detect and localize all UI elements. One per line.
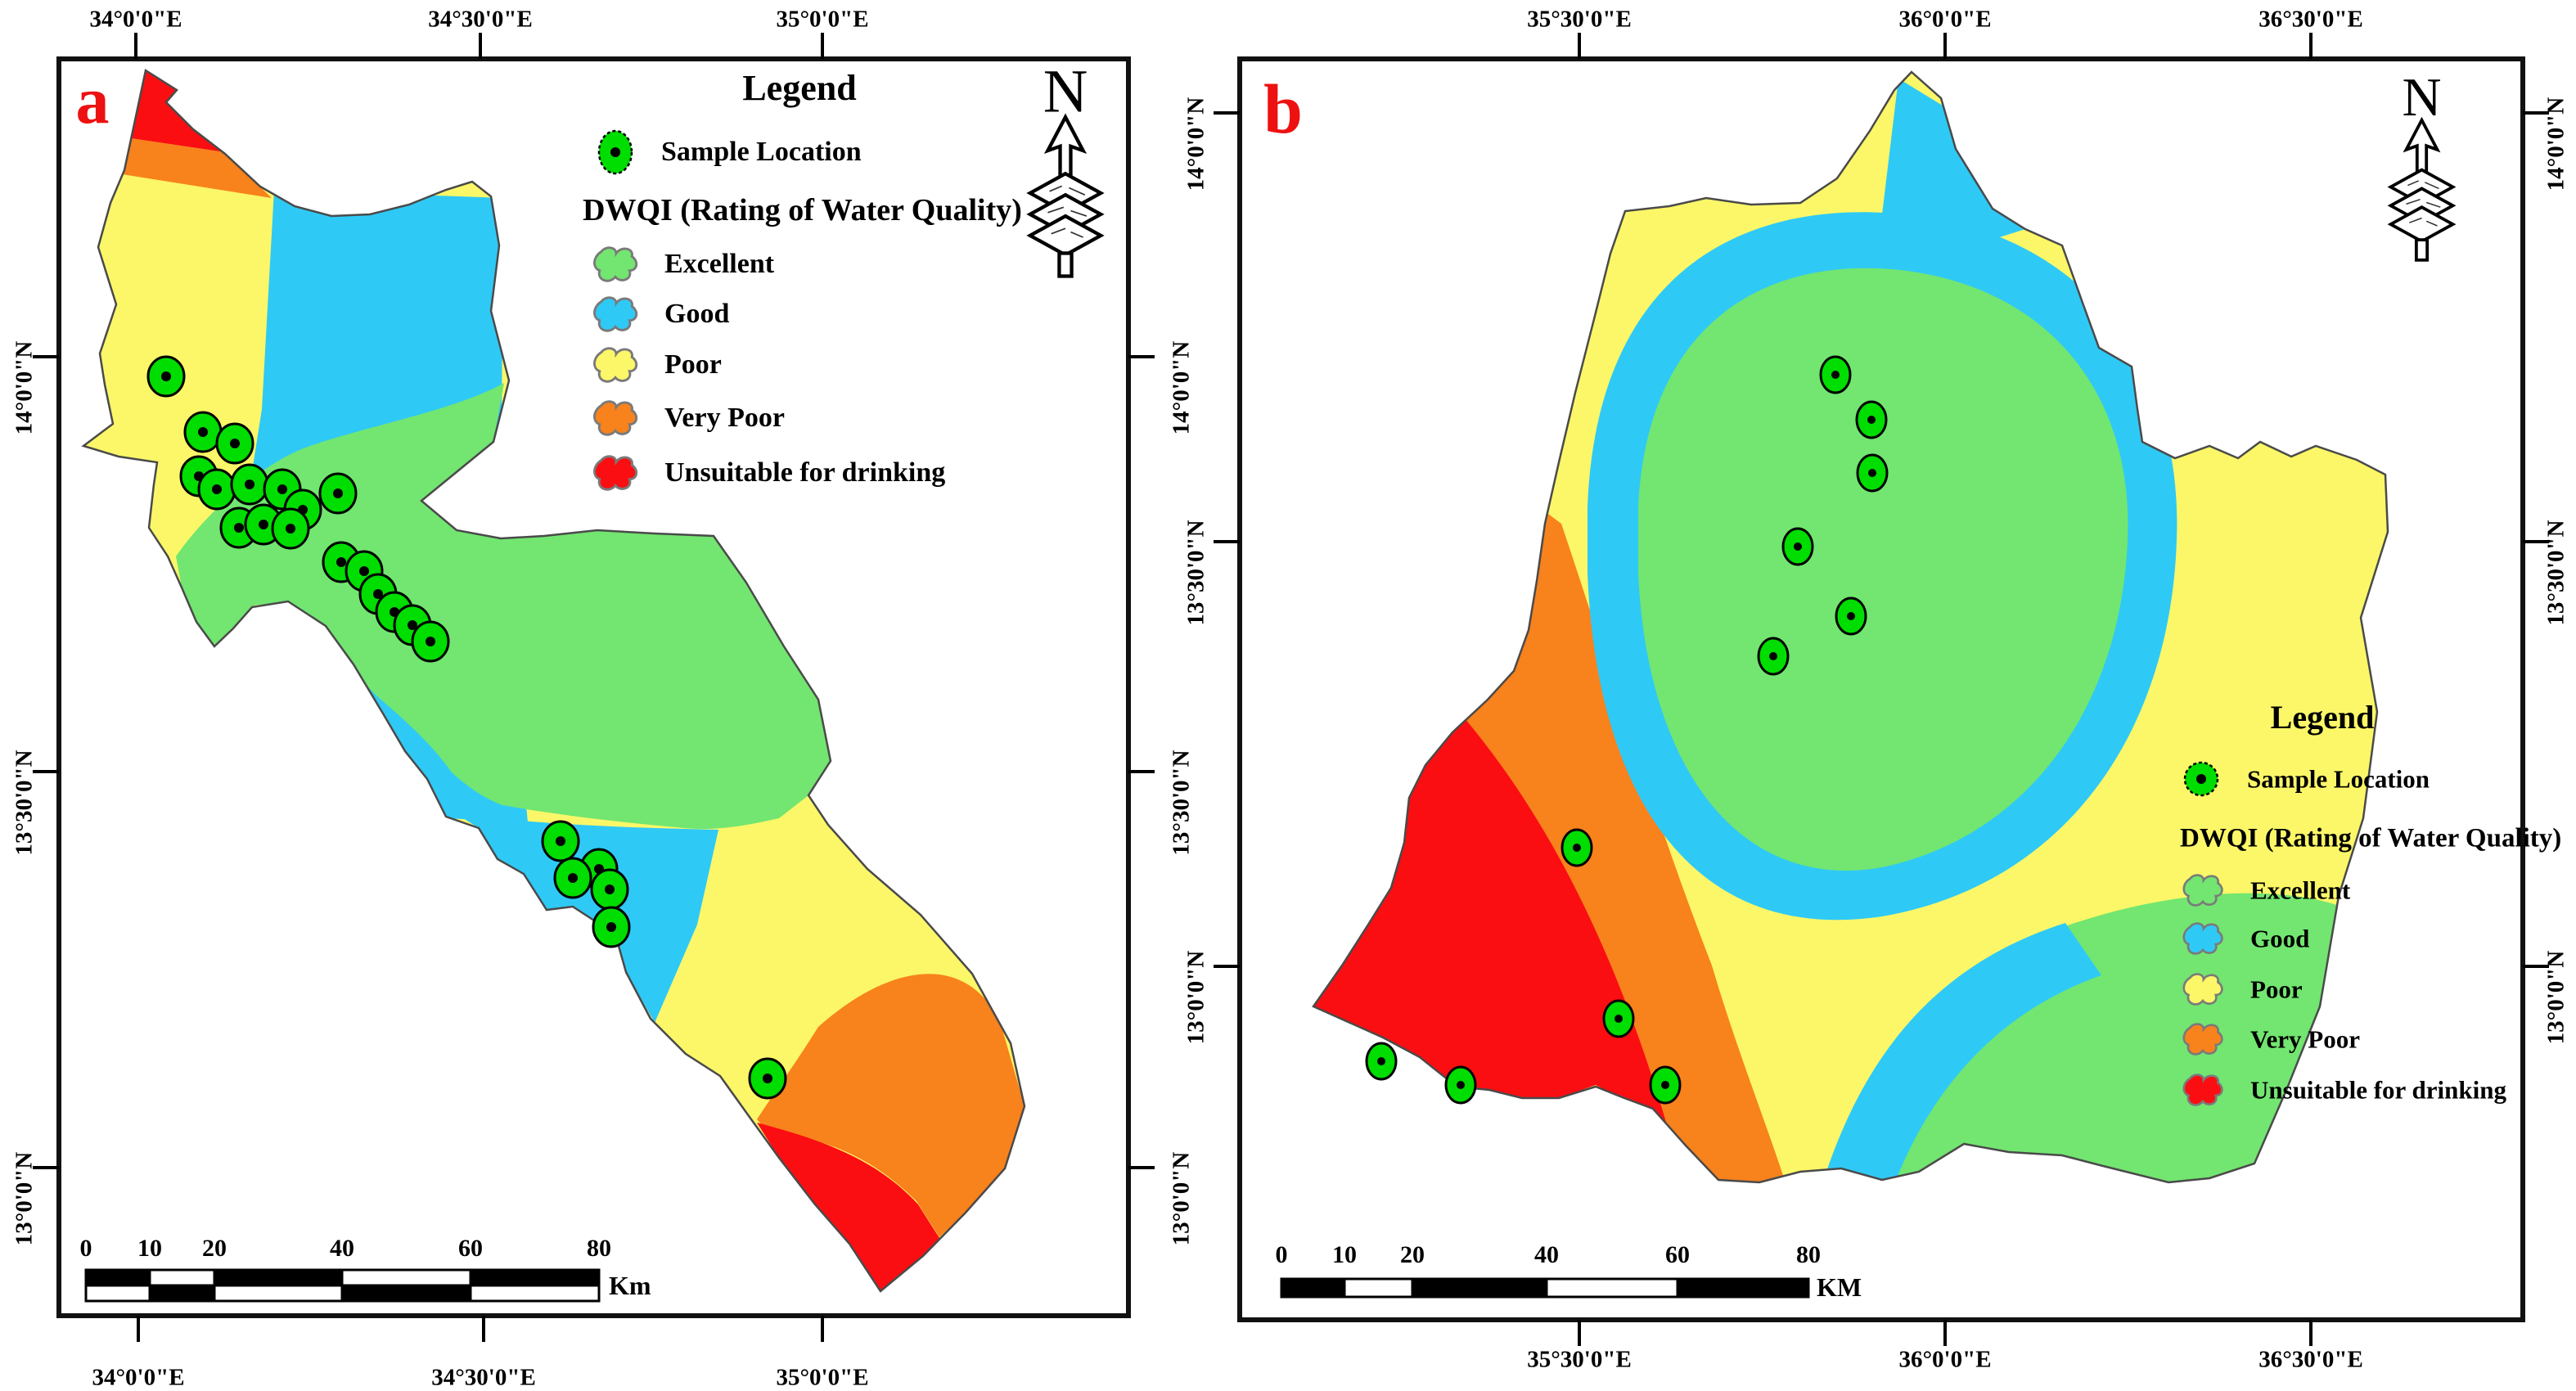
panel-b-top-lon-label: 35°30'0"E	[1527, 6, 1632, 33]
panel-a-top-lon-label: 34°30'0"E	[428, 6, 533, 33]
legend-b-class-swatch-icon	[2182, 874, 2223, 907]
legend-b-class-swatch-icon	[2182, 1074, 2223, 1106]
panel-b-left-lat-label: 13°0'0"N	[1182, 950, 1209, 1045]
legend-a-class-swatch-icon	[593, 246, 638, 282]
legend-a-class-label: Very Poor	[664, 403, 785, 433]
panel-b-scalebar	[1280, 1277, 1810, 1299]
panel-a-scalebar-number: 20	[202, 1235, 227, 1262]
legend-a-sample-marker-icon	[597, 129, 633, 175]
panel-b-right-lat-label: 13°30'0"N	[2542, 520, 2569, 626]
panel-a-bottom-lon-label: 34°0'0"E	[92, 1364, 185, 1391]
panel-b-bottom-lon-label: 36°0'0"E	[1898, 1346, 1992, 1373]
legend-a-class-swatch-icon	[593, 400, 638, 436]
panel-b-letter: b	[1263, 70, 1303, 148]
legend-a-class-label: Unsuitable for drinking	[664, 457, 946, 488]
panel-b-bottom-lon-label: 36°30'0"E	[2259, 1346, 2363, 1373]
legend-a-class-label: Good	[664, 299, 730, 329]
panel-a-right-lat-label: 13°30'0"N	[1168, 750, 1195, 856]
map-b-region-good-top	[1882, 79, 2025, 254]
panel-a-scalebar-number: 40	[330, 1235, 354, 1262]
panel-a-letter: a	[75, 63, 110, 137]
panel-a-bottom-lon-label: 35°0'0"E	[776, 1364, 869, 1391]
panel-b-bottom-lon-label: 35°30'0"E	[1527, 1346, 1632, 1373]
legend-a-class-swatch-icon	[593, 296, 638, 332]
panel-a-scalebar	[84, 1268, 601, 1303]
north-arrow-a	[1030, 58, 1101, 277]
panel-b-right-lat-label: 14°0'0"N	[2542, 97, 2569, 191]
panel-a-bottom-lon-label: 34°30'0"E	[431, 1364, 536, 1391]
panel-a-ticks	[33, 33, 1155, 1342]
panel-b-top-lon-label: 36°30'0"E	[2259, 6, 2363, 33]
panel-b-scalebar-number: 60	[1665, 1241, 1690, 1268]
legend-b-class-swatch-icon	[2182, 922, 2223, 955]
panel-a-frame	[56, 56, 1131, 1318]
panel-b-sample-points	[1365, 355, 1889, 1105]
map-b-regions	[1313, 72, 2388, 1182]
map-b-region-very-poor	[1465, 499, 1788, 1182]
map-a-region-unsuitable-bottom	[757, 1123, 941, 1291]
legend-b-class-label: Unsuitable for drinking	[2250, 1075, 2506, 1105]
map-a-region-unsuitable-top	[97, 70, 231, 152]
panel-b-top-lon-label: 36°0'0"E	[1898, 6, 1992, 33]
map-b-region-unsuitable	[1313, 718, 1671, 1139]
legend-b-group-title: DWQI (Rating of Water Quality)	[2180, 823, 2562, 853]
panel-b-left-lat-label: 13°30'0"N	[1182, 520, 1209, 626]
panel-a-scalebar-number: 80	[587, 1235, 611, 1262]
map-a-regions	[83, 70, 1025, 1291]
panel-b-left-lat-label: 14°0'0"N	[1182, 97, 1209, 191]
legend-b-class-label: Good	[2250, 924, 2310, 953]
legend-b-class-label: Excellent	[2250, 876, 2351, 905]
map-a-region-very-poor-top	[97, 134, 272, 198]
panel-a-scalebar-number: 10	[137, 1235, 162, 1262]
legend-a-group-title: DWQI (Rating of Water Quality)	[583, 193, 1022, 227]
panel-a-scalebar-number: 0	[79, 1235, 92, 1262]
panel-b-scalebar-number: 20	[1400, 1241, 1425, 1268]
legend-b-class-label: Poor	[2250, 975, 2303, 1004]
legend-b-class-swatch-icon	[2182, 1023, 2223, 1056]
map-b-region-excellent-south	[1882, 893, 2342, 1182]
map-b-region-good-south	[1810, 923, 2101, 1182]
panel-a-top-lon-label: 35°0'0"E	[776, 6, 869, 33]
panel-a-scalebar-number: 60	[458, 1235, 483, 1262]
legend-b-class-label: Very Poor	[2250, 1024, 2361, 1054]
panel-a-right-lat-label: 14°0'0"N	[1168, 340, 1195, 435]
legend-a-class-label: Excellent	[664, 249, 775, 279]
map-b-outline	[1312, 70, 2389, 1184]
panel-b-scalebar-number: 10	[1332, 1241, 1357, 1268]
legend-b-sample-marker-icon	[2183, 761, 2219, 797]
panel-a-left-lat-label: 14°0'0"N	[11, 340, 38, 435]
panel-b-frame	[1237, 56, 2525, 1322]
panel-b-ticks	[1214, 33, 2549, 1346]
panel-a-top-lon-label: 34°0'0"E	[89, 6, 182, 33]
map-a-region-good-lower	[457, 814, 718, 1023]
legend-a-title: Legend	[742, 68, 857, 108]
legend-b-class-swatch-icon	[2182, 973, 2223, 1006]
panel-a-left-lat-label: 13°0'0"N	[11, 1151, 38, 1246]
legend-b-title: Legend	[2270, 699, 2375, 736]
panel-b-scalebar-unit: KM	[1817, 1272, 1862, 1302]
panel-b-scalebar-number: 0	[1275, 1241, 1288, 1268]
map-b-region-excellent-north	[1638, 268, 2128, 871]
panel-a-scalebar-unit: Km	[609, 1271, 651, 1300]
north-arrow-b	[2389, 66, 2455, 262]
panel-b-right-lat-label: 13°0'0"N	[2542, 950, 2569, 1045]
legend-b-sample-label: Sample Location	[2247, 764, 2430, 794]
map-a-outline	[81, 68, 1026, 1293]
legend-a-class-label: Poor	[664, 349, 722, 380]
panel-b-scalebar-number: 80	[1796, 1241, 1821, 1268]
legend-a-sample-label: Sample Location	[661, 137, 862, 167]
panel-b-scalebar-number: 40	[1534, 1241, 1559, 1268]
panel-a-sample-points	[146, 355, 787, 1100]
panel-a-left-lat-label: 13°30'0"N	[11, 750, 38, 856]
legend-a-class-swatch-icon	[593, 455, 638, 491]
panel-a-right-lat-label: 13°0'0"N	[1168, 1151, 1195, 1246]
map-a-region-very-poor-bottom	[757, 974, 1025, 1237]
legend-a-class-swatch-icon	[593, 347, 638, 383]
